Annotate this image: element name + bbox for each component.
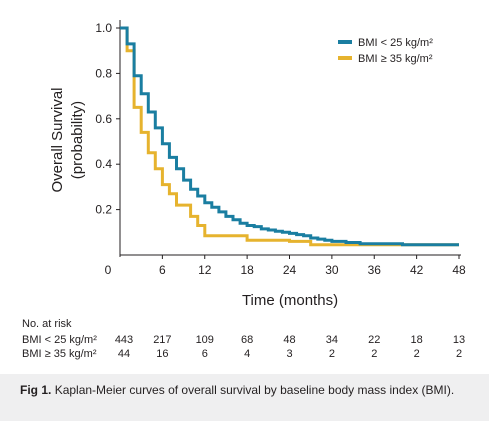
risk-value: 13 [452, 334, 466, 346]
y-tick-label: 0.8 [95, 66, 112, 80]
x-tick-label: 24 [283, 263, 297, 277]
y-axis-label-line-1: Overall Survival [49, 87, 66, 192]
figure-caption: Fig 1. Kaplan-Meier curves of overall su… [20, 383, 472, 398]
x-tick-label: 18 [240, 263, 254, 277]
x-tick-label: 30 [325, 263, 339, 277]
y-tick-label: 1.0 [95, 21, 112, 35]
x-tick-label: 0 [105, 263, 112, 277]
x-tick-label: 36 [368, 263, 382, 277]
legend-label-bmi-ge-35: BMI ≥ 35 kg/m² [358, 53, 433, 65]
y-tick-label: 0.6 [95, 112, 112, 126]
x-tick-label: 48 [452, 263, 466, 277]
caption-label: Fig 1. [20, 383, 52, 397]
x-tick-label: 42 [410, 263, 424, 277]
risk-value: 2 [455, 348, 463, 360]
risk-value: 443 [114, 334, 134, 346]
risk-value: 2 [371, 348, 378, 360]
x-tick-label: 12 [198, 263, 212, 277]
survival-curve-bmi-lt-25 [120, 26, 459, 247]
risk-value: 3 [286, 348, 293, 360]
risk-value: 2 [413, 348, 420, 360]
risk-value: 109 [195, 334, 214, 346]
risk-value: 34 [325, 334, 338, 346]
risk-value: 22 [368, 334, 381, 346]
y-axis-label-line-2: (probability) [69, 101, 86, 179]
risk-value: 2 [328, 348, 335, 360]
survival-curve-bmi-ge-35 [120, 26, 459, 247]
risk-value: 68 [241, 334, 254, 346]
risk-value: 18 [410, 334, 423, 346]
risk-value: 48 [283, 334, 296, 346]
risk-value: 6 [201, 348, 208, 360]
risk-value: 44 [117, 348, 131, 360]
x-tick-label: 6 [159, 263, 166, 277]
caption-background [0, 374, 489, 421]
risk-value: 4 [244, 348, 251, 360]
risk-table-header: No. at risk [22, 318, 72, 330]
risk-value: 217 [153, 334, 172, 346]
y-tick-label: 0.2 [95, 203, 112, 217]
risk-value: 16 [156, 348, 169, 360]
risk-row-label: BMI < 25 kg/m² [22, 334, 97, 346]
y-tick-label: 0.4 [95, 157, 112, 171]
legend-label-bmi-lt-25: BMI < 25 kg/m² [358, 37, 433, 49]
risk-row-label: BMI ≥ 35 kg/m² [22, 348, 97, 360]
kaplan-meier-chart: 0.2 0.4 0.6 0.8 1.0 0 6 12 18 24 30 36 42 48 Time (mon… [49, 20, 466, 309]
caption-text: Kaplan-Meier curves of overall survival … [54, 383, 455, 397]
x-axis-label: Time (months) [242, 292, 338, 309]
